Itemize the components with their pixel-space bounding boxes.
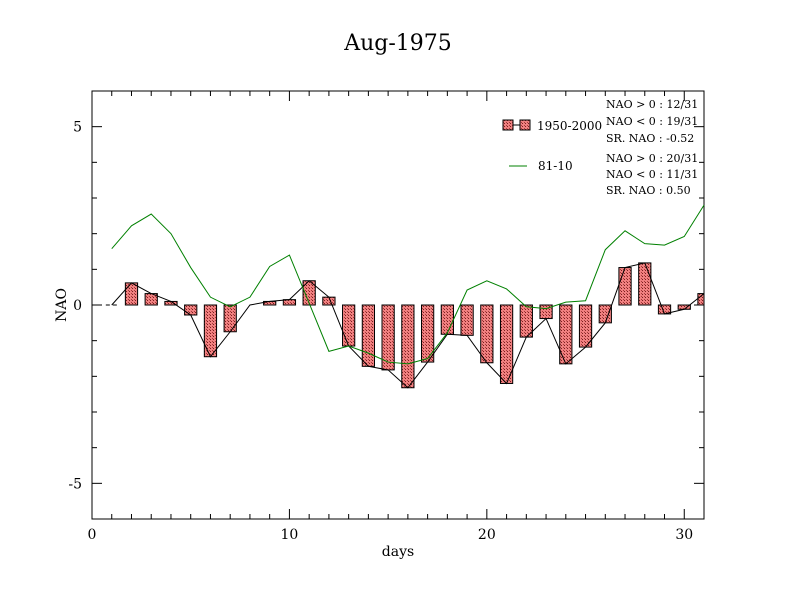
stat-nao-pos-81-10: NAO > 0 : 20/31 (606, 152, 698, 165)
line-1950-2000 (111, 262, 705, 389)
stats-block-81-10: NAO > 0 : 20/31 NAO < 0 : 11/31 SR. NAO … (606, 152, 698, 197)
bar-day-18 (440, 304, 454, 335)
chart-title: Aug-1975 (343, 31, 452, 56)
stat-sr-nao-1950-2000: SR. NAO : -0.52 (606, 132, 694, 145)
stat-nao-pos-1950-2000: NAO > 0 : 12/31 (606, 98, 698, 111)
bar-day-22 (519, 304, 533, 338)
stats-block-1950-2000: NAO > 0 : 12/31 NAO < 0 : 19/31 SR. NAO … (606, 98, 698, 145)
stat-nao-neg-1950-2000: NAO < 0 : 19/31 (606, 115, 698, 128)
x-tick-label: 30 (675, 527, 693, 543)
bar-day-31 (697, 293, 705, 306)
legend-swatch-1950-2000-left (502, 119, 514, 131)
legend-label-81-10: 81-10 (538, 159, 573, 173)
line-series (105, 204, 705, 389)
bar-series (124, 262, 705, 389)
bar-day-16 (401, 304, 415, 389)
bar-day-5 (184, 304, 198, 316)
x-tick-label: 0 (88, 527, 97, 543)
bar-day-27 (618, 267, 632, 306)
bar-day-28 (638, 262, 652, 306)
y-tick-label: 5 (73, 120, 82, 136)
bar-day-20 (480, 304, 494, 364)
y-tick-label: -5 (68, 476, 82, 492)
legend-label-1950-2000: 1950-2000 (537, 119, 602, 133)
x-tick-label: 10 (281, 527, 299, 543)
bar-day-25 (578, 304, 593, 348)
x-tick-label: 20 (478, 527, 496, 543)
stat-sr-nao-81-10: SR. NAO : 0.50 (606, 184, 691, 197)
line-81-10 (111, 204, 705, 365)
y-tick-label: 0 (73, 298, 82, 314)
bar-day-14 (361, 304, 376, 367)
bar-day-6 (203, 304, 218, 358)
bar-day-21 (499, 304, 514, 384)
x-axis-label: days (382, 544, 414, 560)
legend: 1950-2000 81-10 (502, 119, 602, 173)
bar-day-13 (342, 304, 356, 347)
stat-nao-neg-81-10: NAO < 0 : 11/31 (606, 168, 698, 181)
bar-day-2 (124, 282, 139, 306)
bar-day-19 (460, 304, 474, 336)
x-axis: 0 10 20 30 (88, 91, 705, 543)
legend-swatch-1950-2000-right (519, 119, 531, 131)
bar-day-26 (598, 304, 612, 324)
y-axis-label: NAO (54, 288, 70, 322)
bar-day-7 (223, 304, 237, 333)
